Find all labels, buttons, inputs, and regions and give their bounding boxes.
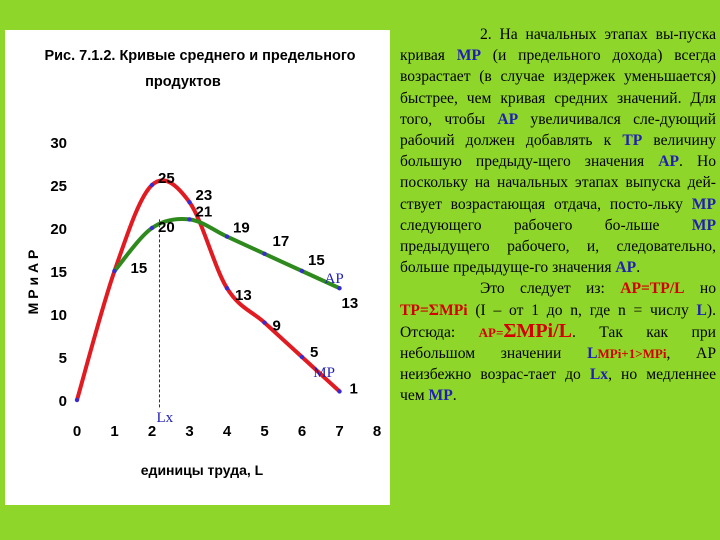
ap-term-3: АР [615, 259, 637, 277]
y-tick-label: 30 [50, 135, 67, 152]
data-point-ap [187, 217, 192, 222]
p1-lead: 2. На начальных этапах вы-пуска кривая [400, 26, 716, 65]
x-tick-label: 1 [110, 423, 118, 440]
p2-part-e: , АР неизбежно возрас-тает до [400, 345, 716, 384]
chart-title-line1: Рис. 7.1.2. Кривые среднего и предельног… [44, 48, 355, 64]
lx-term: Lx [589, 366, 609, 384]
data-label-ap: 19 [233, 220, 250, 237]
data-label-ap: 15 [308, 252, 325, 269]
p2-part-d: . Так как при небольшом значении [400, 323, 716, 363]
x-tick-label: 3 [185, 423, 193, 440]
y-tick-label: 0 [59, 393, 67, 410]
data-point-mp [187, 200, 192, 205]
data-point-mp [299, 354, 305, 360]
data-label-mp: 13 [235, 287, 252, 304]
data-point-ap [112, 268, 117, 274]
y-tick-label: 25 [50, 178, 67, 195]
p1-end: . [636, 259, 641, 277]
mp-ap-chart: Рис. 7.1.2. Кривые среднего и предельног… [25, 48, 381, 478]
ap-term: АР [497, 110, 519, 128]
data-point-ap [262, 251, 267, 256]
x-tick-label: 5 [260, 423, 268, 440]
data-point-mp [224, 286, 230, 291]
data-label-mp: 23 [196, 187, 213, 204]
data-point-mp [337, 389, 342, 394]
y-tick-label: 10 [50, 307, 67, 324]
formula-ap-tp-l: AP=TP/L [620, 280, 685, 298]
data-point-ap [149, 225, 155, 231]
paragraph-1: 2. На начальных этапах вы-пуска кривая М… [400, 24, 716, 278]
data-label-mp: 9 [273, 318, 281, 335]
x-tick-label: 6 [298, 423, 306, 440]
data-label-mp: 5 [310, 344, 318, 361]
data-label-ap: 13 [342, 295, 359, 312]
p2-part-a: но [684, 280, 716, 298]
y-tick-label: 20 [50, 221, 67, 238]
mpi-condition: MPi+1>MPi [597, 346, 667, 362]
sigma-mpi: ΣMPi [503, 319, 554, 342]
data-label-ap: 20 [158, 219, 175, 236]
mp-term-end: МР [428, 387, 453, 405]
data-point-mp [149, 182, 155, 188]
data-label-ap: 21 [196, 203, 213, 220]
mp-term: МР [456, 47, 482, 65]
l-term: L [696, 301, 707, 319]
x-tick-label: 8 [373, 423, 381, 440]
x-tick-label: 7 [335, 423, 343, 440]
p2-part-b: (I – от 1 до n, где n = числу [467, 301, 697, 319]
p1-part-a: (и предельного дохода) всегда возрастает… [400, 47, 716, 128]
data-point-ap [299, 268, 305, 274]
chart-panel: Рис. 7.1.2. Кривые среднего и предельног… [5, 30, 390, 505]
data-point-mp [74, 397, 80, 403]
y-tick-label: 5 [59, 350, 67, 367]
data-point-ap [337, 286, 342, 291]
mp-series-label: MP [313, 365, 335, 381]
l-term-2: L [587, 345, 598, 363]
mp-term-2: МР [691, 195, 716, 213]
div-l: /L [553, 319, 572, 342]
data-point-ap [224, 234, 230, 239]
p2-part-c: ). Отсюда: [400, 301, 716, 341]
mp-term-3: МР [691, 216, 716, 234]
p1-part-d: . Но поскольку на начальных этапах выпус… [400, 153, 717, 213]
data-label-mp: 1 [350, 380, 358, 397]
lx-label: Lx [157, 410, 174, 426]
series-line-ap [112, 216, 342, 291]
labels-layer: Lx 15 25 23 13 9 5 1 20 21 19 17 15 13 AP MP [131, 170, 359, 426]
tp-term: ТР [622, 132, 643, 150]
p2-lead: Это следует из: [480, 280, 621, 298]
data-point-mp [262, 320, 267, 325]
p2-part-f: , но медленнее чем [400, 366, 716, 405]
explanation-text: 2. На начальных этапах вы-пуска кривая М… [400, 24, 716, 407]
series-layer [74, 178, 342, 403]
data-label-mp: 15 [131, 260, 148, 277]
x-tick-label: 0 [73, 423, 81, 440]
p1-part-f: предыдущего рабочего, и, следовательно, … [400, 238, 716, 277]
x-tick-label: 4 [223, 423, 232, 440]
y-tick-label: 15 [50, 264, 67, 281]
y-axis-label: М Р и А Р [25, 250, 41, 315]
x-tick-label: 2 [148, 423, 156, 440]
ap-series-label: AP [325, 271, 344, 287]
p1-part-e: следующего рабочего бо-льше [400, 216, 692, 234]
data-label-mp: 25 [158, 170, 175, 187]
p2-end: . [452, 387, 457, 405]
ap-equals: AP= [478, 324, 504, 340]
x-axis-label: единицы труда, L [141, 462, 264, 478]
chart-title-line2: продуктов [145, 74, 221, 90]
ap-term-2: АР [658, 153, 680, 171]
p1-part-b: увеличивался сле-дующий рабочий должен д… [400, 110, 716, 150]
paragraph-2: Это следует из: AP=TP/L но TP=ΣMPi (I – … [400, 278, 716, 406]
formula-tp-sum: TP=ΣMPi [400, 301, 468, 319]
p1-part-c: величину большую предыду-щего значения [400, 132, 716, 171]
data-label-ap: 17 [273, 233, 290, 250]
